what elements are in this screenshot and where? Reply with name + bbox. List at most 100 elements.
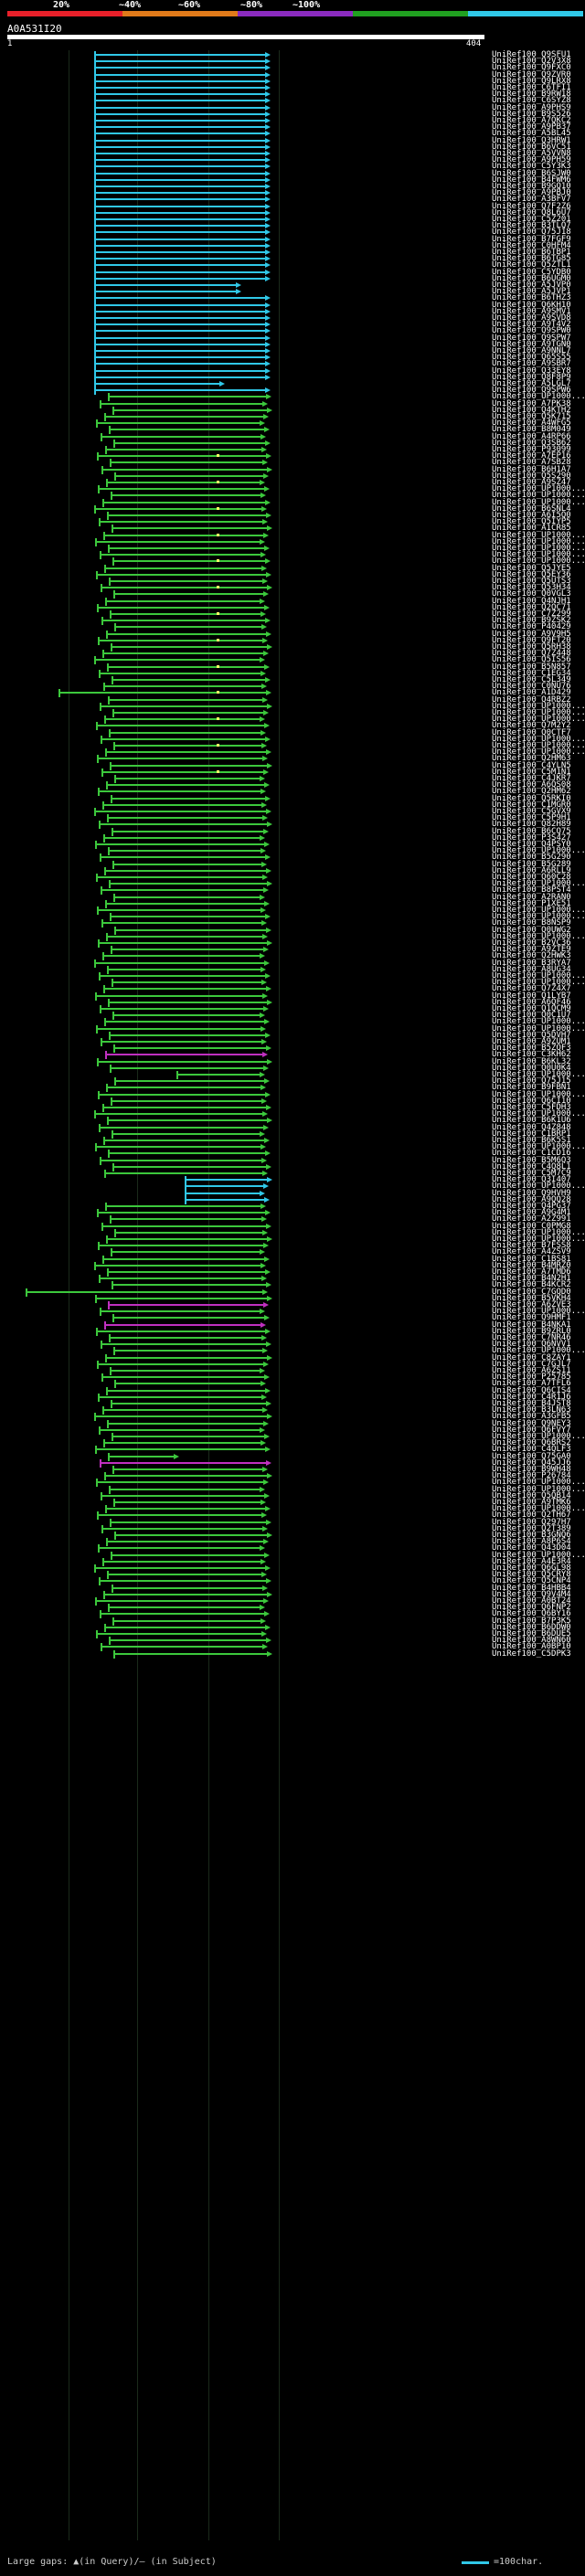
hit-label[interactable]: UniRef100_B4NKA1 — [492, 1320, 571, 1330]
hit-label[interactable]: UniRef100_C5Y3K3 — [492, 162, 571, 172]
hit-label[interactable]: UniRef100_UP1000... — [492, 544, 585, 553]
alignment-row[interactable]: UniRef100_Q0CTF7 — [0, 728, 585, 738]
alignment-row[interactable]: UniRef100_A5BL45 — [0, 129, 585, 139]
hit-label[interactable]: UniRef100_Q9FXC0 — [492, 63, 571, 73]
alignment-row[interactable]: UniRef100_Q45JJ6 — [0, 1458, 585, 1468]
alignment-row[interactable]: UniRef100_B4HBB4 — [0, 1584, 585, 1594]
alignment-row[interactable]: UniRef100_UP1000... — [0, 1478, 585, 1488]
alignment-row[interactable]: UniRef100_B3RYA7 — [0, 959, 585, 969]
alignment-row[interactable]: UniRef100_A5JVP1 — [0, 287, 585, 297]
hit-label[interactable]: UniRef100_B4JST8 — [492, 1399, 571, 1408]
hit-label[interactable]: UniRef100_C5M7C9 — [492, 1169, 571, 1178]
alignment-row[interactable]: UniRef100_B9ZSK2 — [0, 616, 585, 626]
hit-label[interactable]: UniRef100_A7SB28 — [492, 458, 571, 468]
hit-label[interactable]: UniRef100_B2VC36 — [492, 938, 571, 948]
hit-label[interactable]: UniRef100_P93099 — [492, 445, 571, 454]
hit-label[interactable]: UniRef100_Q6BRS2 — [492, 1438, 571, 1448]
alignment-row[interactable]: UniRef100_A1CR85 — [0, 524, 585, 534]
hit-label[interactable]: UniRef100_B6H1A7 — [492, 464, 571, 474]
alignment-row[interactable]: UniRef100_Q7M2Y2 — [0, 721, 585, 731]
alignment-row[interactable]: UniRef100_Q9SPW6 — [0, 386, 585, 396]
hit-label[interactable]: UniRef100_A7PK38 — [492, 398, 571, 408]
alignment-row[interactable]: UniRef100_B3LN63 — [0, 1405, 585, 1415]
hit-label[interactable]: UniRef100_UP1000... — [492, 931, 585, 941]
alignment-row[interactable]: UniRef100_UP1000... — [0, 1432, 585, 1442]
alignment-row[interactable]: UniRef100_A9SVD8 — [0, 313, 585, 323]
hit-label[interactable]: UniRef100_Q2HM62 — [492, 787, 571, 797]
hit-label[interactable]: UniRef100_B6VC51 — [492, 142, 571, 152]
alignment-row[interactable]: UniRef100_B4KCR2 — [0, 1280, 585, 1290]
alignment-row[interactable]: UniRef100_UP1000... — [0, 1551, 585, 1561]
alignment-row[interactable]: UniRef100_A4E3R4 — [0, 1557, 585, 1567]
hit-label[interactable]: UniRef100_Q6KH10 — [492, 300, 571, 310]
alignment-row[interactable]: UniRef100_C5M7C9 — [0, 1169, 585, 1179]
alignment-row[interactable]: UniRef100_UP1000... — [0, 1235, 585, 1245]
hit-label[interactable]: UniRef100_Q9SPW6 — [492, 386, 571, 396]
hit-label[interactable]: UniRef100_A6QF46 — [492, 997, 571, 1007]
alignment-row[interactable]: UniRef100_UP1000... — [0, 715, 585, 725]
hit-label[interactable]: UniRef100_B4HBB4 — [492, 1583, 571, 1593]
alignment-row[interactable]: UniRef100_B7P3K5 — [0, 1617, 585, 1627]
alignment-row[interactable]: UniRef100_P40429 — [0, 622, 585, 632]
alignment-row[interactable]: UniRef100_UP1000... — [0, 1070, 585, 1080]
alignment-row[interactable]: UniRef100_C5GVX9 — [0, 807, 585, 817]
alignment-row[interactable]: UniRef100_Q7Z4X7 — [0, 984, 585, 994]
hit-label[interactable]: UniRef100_UP1000... — [492, 708, 585, 717]
hit-label[interactable]: UniRef100_Q7F2Z6 — [492, 201, 571, 211]
hit-label[interactable]: UniRef100_B8PST4 — [492, 885, 571, 896]
alignment-row[interactable]: UniRef100_Q4KTH2 — [0, 406, 585, 416]
alignment-row[interactable]: UniRef100_A9TMK6 — [0, 1498, 585, 1508]
alignment-row[interactable]: UniRef100_Q43D04 — [0, 1543, 585, 1553]
alignment-row[interactable]: UniRef100_UP1000... — [0, 1228, 585, 1238]
hit-label[interactable]: UniRef100_Q7Z4X7 — [492, 984, 571, 994]
hit-label[interactable]: UniRef100_Q6FNP2 — [492, 1603, 571, 1613]
alignment-row[interactable]: UniRef100_Q9SPW0 — [0, 326, 585, 336]
alignment-row[interactable]: UniRef100_C4Q8L1 — [0, 1162, 585, 1172]
hit-label[interactable]: UniRef100_C4R1J6 — [492, 1392, 571, 1402]
hit-label[interactable]: UniRef100_Q0CTF7 — [492, 727, 571, 737]
hit-label[interactable]: UniRef100_UP1000... — [492, 734, 585, 744]
alignment-row[interactable]: UniRef100_UP1000... — [0, 544, 585, 554]
hit-label[interactable]: UniRef100_C5M1N1 — [492, 767, 571, 777]
alignment-row[interactable]: UniRef100_C5YDB0 — [0, 268, 585, 278]
hit-label[interactable]: UniRef100_A0BP10 — [492, 1642, 571, 1652]
hit-label[interactable]: UniRef100_UP1000... — [492, 971, 585, 981]
alignment-row[interactable]: UniRef100_UP1000... — [0, 1109, 585, 1119]
hit-label[interactable]: UniRef100_UP1000... — [492, 912, 585, 922]
hit-label[interactable]: UniRef100_B3RYA7 — [492, 958, 571, 968]
alignment-row[interactable]: UniRef100_UP1000... — [0, 1346, 585, 1356]
hit-label[interactable]: UniRef100_A7TFL6 — [492, 1379, 571, 1389]
hit-label[interactable]: UniRef100_Q2HM63 — [492, 754, 571, 764]
alignment-row[interactable]: UniRef100_A9PB37 — [0, 122, 585, 133]
hit-label[interactable]: UniRef100_C5P9H1 — [492, 813, 571, 823]
alignment-row[interactable]: UniRef100_C5FDH3 — [0, 1103, 585, 1113]
alignment-row[interactable]: UniRef100_C1BS81 — [0, 1255, 585, 1265]
hit-label[interactable]: UniRef100_C6SYZ8 — [492, 96, 571, 106]
hit-label[interactable]: UniRef100_C3KH62 — [492, 1050, 571, 1060]
hit-label[interactable]: UniRef100_Q60C28 — [492, 873, 571, 882]
hit-label[interactable]: UniRef100_C5L349 — [492, 675, 571, 684]
alignment-row[interactable]: UniRef100_Q5JYE5 — [0, 564, 585, 574]
hit-label[interactable]: UniRef100_Q2V3X8 — [492, 57, 571, 67]
hit-label[interactable]: UniRef100_UP1000... — [492, 1307, 585, 1317]
alignment-row[interactable]: UniRef100_Q0UWG2 — [0, 926, 585, 936]
alignment-row[interactable]: UniRef100_B4N2H1 — [0, 1274, 585, 1284]
alignment-row[interactable]: UniRef100_Q7F2Z6 — [0, 202, 585, 212]
hit-label[interactable]: UniRef100_C7GQD0 — [492, 1287, 571, 1297]
alignment-row[interactable]: UniRef100_B6SJW0 — [0, 169, 585, 179]
hit-label[interactable]: UniRef100_A2RAN0 — [492, 892, 571, 902]
hit-label[interactable]: UniRef100_Q9V4M4 — [492, 1589, 571, 1599]
alignment-row[interactable]: UniRef100_A9NNL7 — [0, 346, 585, 356]
alignment-row[interactable]: UniRef100_B6H1A7 — [0, 465, 585, 475]
hit-label[interactable]: UniRef100_C4JKR7 — [492, 774, 571, 783]
alignment-row[interactable]: UniRef100_UP1000... — [0, 906, 585, 916]
alignment-row[interactable]: UniRef100_C5DPK3 — [0, 1649, 585, 1659]
alignment-row[interactable]: UniRef100_C8ZAY1 — [0, 1353, 585, 1363]
hit-label[interactable]: UniRef100_A9SMV1 — [492, 306, 571, 316]
hit-label[interactable]: UniRef100_UP1000... — [492, 550, 585, 560]
alignment-row[interactable]: UniRef100_A4ZSV9 — [0, 1247, 585, 1257]
alignment-row[interactable]: UniRef100_UP1000... — [0, 531, 585, 541]
hit-label[interactable]: UniRef100_C5FDH3 — [492, 1103, 571, 1112]
alignment-row[interactable]: UniRef100_B9ZRL0 — [0, 1327, 585, 1337]
hit-label[interactable]: UniRef100_UP1000... — [492, 1550, 585, 1560]
